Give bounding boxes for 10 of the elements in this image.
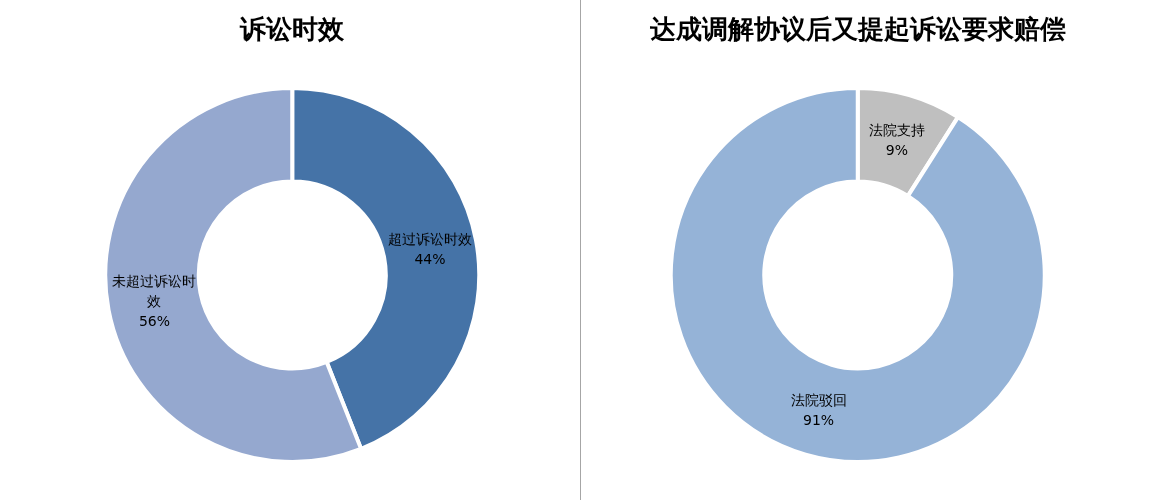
data-label: 91% [803, 411, 835, 428]
chart-title: 诉讼时效 [239, 14, 346, 44]
data-label: 9% [885, 142, 908, 159]
slice-label: 法院驳回 [790, 391, 847, 408]
chart-title: 达成调解协议后又提起诉讼要求赔偿 [648, 14, 1066, 44]
data-label: 56% [138, 313, 171, 330]
slice-label: 未超过诉讼时效 [112, 273, 197, 310]
slice-label: 法院支持 [868, 122, 925, 139]
slice-label: 超过诉讼时效 [388, 230, 473, 247]
data-label: 44% [414, 250, 446, 267]
